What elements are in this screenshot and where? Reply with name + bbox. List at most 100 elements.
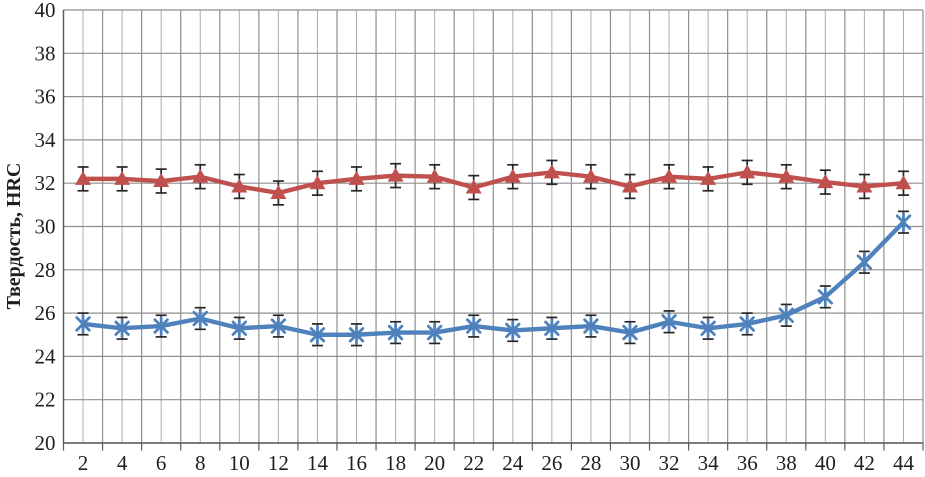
x-tick-label: 28 — [580, 451, 601, 475]
triangle-marker — [543, 164, 560, 179]
asterisk-stroke — [192, 310, 208, 327]
x-tick-label: 20 — [424, 451, 445, 475]
asterisk-stroke — [583, 318, 599, 334]
asterisk-marker — [817, 286, 834, 307]
x-tick-label: 2 — [78, 451, 89, 475]
triangle-marker — [153, 173, 170, 188]
triangle-marker — [895, 175, 912, 190]
triangle-marker — [270, 184, 287, 199]
asterisk-stroke — [700, 320, 716, 336]
triangle-marker — [582, 168, 599, 183]
y-tick-label: 22 — [35, 388, 56, 412]
asterisk-marker — [114, 318, 130, 339]
asterisk-marker — [466, 316, 482, 336]
triangle-marker — [739, 164, 756, 179]
triangle-marker — [504, 168, 521, 183]
triangle-marker — [700, 170, 717, 185]
asterisk-stroke — [426, 324, 443, 341]
asterisk-stroke — [348, 327, 365, 343]
triangle-marker — [661, 168, 678, 183]
asterisk-marker — [544, 318, 560, 339]
triangle-marker — [387, 167, 404, 182]
red-triangle-series — [75, 159, 912, 206]
asterisk-marker — [622, 322, 638, 343]
x-tick-label: 14 — [307, 451, 329, 475]
x-tick-label: 10 — [229, 451, 250, 475]
red-triangle-series-line — [80, 170, 906, 196]
asterisk-stroke — [856, 254, 873, 270]
x-tick-label: 42 — [854, 451, 875, 475]
grid-layer — [62, 9, 924, 444]
asterisk-stroke — [739, 316, 755, 332]
y-tick-label: 38 — [35, 41, 56, 65]
y-tick-label: 30 — [35, 215, 56, 239]
x-tick-label: 22 — [463, 451, 484, 475]
asterisk-stroke — [505, 322, 521, 339]
triangle-marker — [75, 170, 92, 185]
x-tick-label: 12 — [268, 451, 289, 475]
y-tick-label: 24 — [35, 344, 57, 368]
x-tick-label: 26 — [541, 451, 562, 475]
asterisk-marker — [270, 316, 287, 336]
asterisk-stroke — [895, 214, 912, 230]
asterisk-marker — [778, 305, 794, 326]
asterisk-stroke — [270, 318, 287, 334]
asterisk-stroke — [466, 318, 482, 334]
y-tick-label: 32 — [35, 171, 56, 195]
asterisk-stroke — [778, 307, 794, 323]
y-tick-label: 26 — [35, 301, 56, 325]
tick-label-layer: 2 4 6 8 10 12 14 16 18 20 22 24 26 28 30 32 34 36 38 40 42 44… — [35, 0, 915, 475]
asterisk-marker — [75, 314, 91, 334]
asterisk-stroke — [75, 316, 91, 332]
x-tick-label: 4 — [117, 451, 128, 475]
asterisk-stroke — [544, 320, 560, 336]
asterisk-stroke — [153, 318, 169, 334]
asterisk-marker — [895, 212, 912, 233]
asterisk-stroke — [114, 320, 130, 336]
asterisk-marker — [426, 322, 443, 343]
asterisk-stroke — [387, 324, 404, 341]
asterisk-marker — [192, 308, 208, 329]
asterisk-stroke — [661, 314, 677, 330]
blue-asterisk-series-line — [80, 219, 906, 337]
y-tick-label: 40 — [35, 0, 56, 22]
asterisk-marker — [739, 314, 755, 334]
y-tick-label: 34 — [35, 128, 57, 152]
asterisk-stroke — [817, 289, 834, 305]
triangle-marker — [231, 178, 248, 193]
x-tick-label: 38 — [776, 451, 797, 475]
x-tick-label: 18 — [385, 451, 406, 475]
asterisk-marker — [348, 324, 365, 345]
triangle-marker — [817, 174, 834, 189]
triangle-marker — [778, 168, 795, 183]
triangle-marker — [114, 170, 131, 185]
triangle-marker — [426, 168, 443, 183]
triangle-marker — [309, 175, 326, 190]
y-axis-title: Твердость, HRC — [3, 163, 25, 310]
x-tick-label: 36 — [737, 451, 758, 475]
y-tick-label: 36 — [35, 85, 56, 109]
asterisk-marker — [700, 318, 716, 339]
asterisk-marker — [153, 316, 169, 336]
blue-asterisk-series — [75, 210, 912, 347]
asterisk-stroke — [622, 324, 638, 341]
x-tick-label: 40 — [815, 451, 836, 475]
x-tick-label: 32 — [659, 451, 680, 475]
triangle-marker — [348, 170, 365, 185]
x-tick-label: 34 — [698, 451, 720, 475]
asterisk-marker — [583, 316, 599, 336]
axis-layer — [62, 10, 924, 451]
triangle-marker — [621, 178, 638, 193]
asterisk-marker — [856, 252, 873, 273]
x-tick-label: 8 — [195, 451, 206, 475]
asterisk-marker — [661, 311, 677, 332]
x-tick-label: 24 — [502, 451, 524, 475]
y-tick-label: 28 — [35, 258, 56, 282]
triangle-marker — [856, 178, 873, 193]
asterisk-stroke — [231, 320, 248, 336]
x-tick-label: 44 — [893, 451, 915, 475]
triangle-marker — [192, 168, 209, 183]
asterisk-marker — [309, 324, 326, 345]
